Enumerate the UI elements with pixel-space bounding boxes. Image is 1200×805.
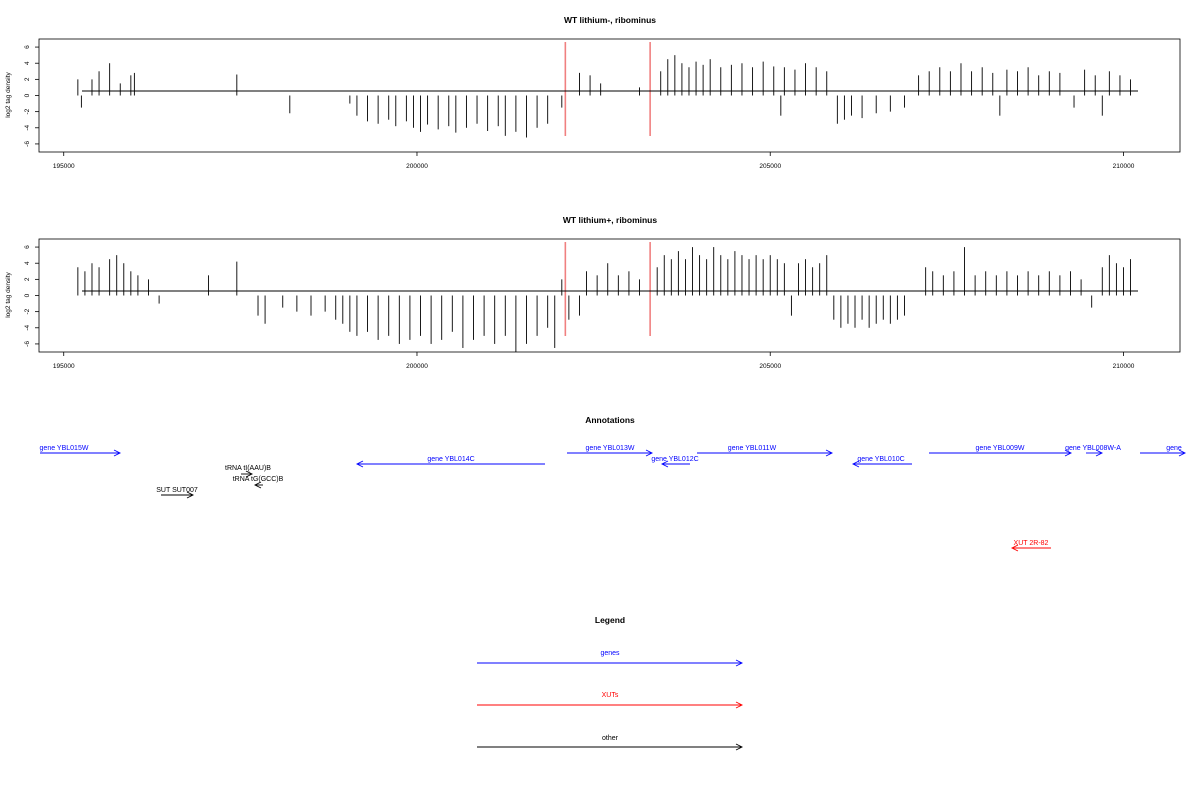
y-tick-label: 2 [24,277,31,281]
legend-label: genes [600,650,620,657]
y-tick-label: -6 [24,141,31,147]
feature-label: XUT 2R-82 [1014,540,1049,547]
annotation-feature: gene YBL009W [929,445,1073,457]
feature-arrowhead [1178,449,1187,457]
legend-arrowhead [735,701,744,709]
y-axis-label: log2 tag density [5,71,12,117]
feature-arrowhead [1064,449,1073,457]
y-tick-label: -2 [24,308,31,314]
x-tick-label: 200000 [406,363,428,370]
legend-label: XUTs [602,692,619,699]
y-tick-label: 6 [24,245,31,249]
y-axis-ticks: -6 -4 -2 0 2 4 6 [24,245,39,347]
plot-frame [38,238,1181,353]
x-tick-label: 195000 [53,163,75,170]
feature-label: SUT SUT007 [156,487,198,494]
y-tick-label: -4 [24,325,31,331]
annotation-feature: XUT 2R-82 [1010,540,1051,552]
annotation-feature: gene YBL014C [355,456,545,468]
y-tick-label: 0 [24,293,31,297]
annotation-feature: tRNA tG(GCC)B [233,476,284,489]
legend-item: XUTs [477,692,744,709]
feature-label: gene [1166,445,1182,452]
feature-label: gene YBL011W [728,445,777,452]
y-axis-ticks: -6 -4 -2 0 2 4 6 [24,45,39,147]
bar-series [77,247,1131,352]
feature-arrowhead [186,491,195,499]
feature-arrowhead [355,460,364,468]
x-axis-ticks: 195000 200000 205000 210000 [53,152,1135,170]
annotation-features: gene YBL015W gene YBL014C gene YBL013W gene… [40,445,1187,552]
annotation-feature: gene [1140,445,1187,457]
legend-arrowhead [735,743,744,751]
feature-label: tRNA tI(AAU)B [225,465,271,472]
feature-label: gene YBL009W [976,445,1025,452]
annotation-feature: gene YBL012C [651,456,699,468]
legend-item: genes [477,650,744,667]
chart-title: WT lithium+, ribominus [563,215,657,225]
y-tick-label: 4 [24,61,31,65]
x-axis-ticks: 195000 200000 205000 210000 [53,352,1135,370]
feature-arrowhead [645,449,654,457]
y-tick-label: -2 [24,108,31,114]
legend-item: other [477,735,744,751]
annotation-feature: gene YBL008W-A [1065,445,1121,457]
legend: Legend genes XUTs other [477,615,744,751]
feature-arrowhead [245,470,254,478]
x-tick-label: 195000 [53,363,75,370]
y-tick-label: 6 [24,45,31,49]
legend-title: Legend [595,615,625,625]
feature-arrowhead [660,460,669,468]
y-tick-label: 4 [24,261,31,265]
feature-arrowhead [851,460,860,468]
annotation-feature: gene YBL011W [697,445,834,457]
annotation-feature: gene YBL010C [851,456,912,468]
feature-label: gene YBL008W-A [1065,445,1121,452]
feature-label: gene YBL014C [427,456,474,463]
x-tick-label: 205000 [759,363,781,370]
feature-label: gene YBL013W [586,445,635,452]
x-tick-label: 205000 [759,163,781,170]
annotation-feature: tRNA tI(AAU)B [225,465,271,478]
feature-label: tRNA tG(GCC)B [233,476,284,483]
feature-label: gene YBL010C [857,456,904,463]
x-tick-label: 200000 [406,163,428,170]
y-tick-label: -6 [24,341,31,347]
annotations-title: Annotations [585,415,635,425]
legend-items: genes XUTs other [477,650,744,751]
feature-arrowhead [825,449,834,457]
marker-lines [564,42,651,136]
feature-arrowhead [1095,449,1104,457]
feature-label: gene YBL015W [40,445,89,452]
y-tick-label: -4 [24,125,31,131]
feature-arrowhead [113,449,122,457]
y-tick-label: 2 [24,77,31,81]
feature-arrowhead [253,481,262,489]
y-axis-label: log2 tag density [5,271,12,317]
bar-series [77,55,1131,138]
feature-label: gene YBL012C [651,456,698,463]
chart-title: WT lithium-, ribominus [564,15,656,25]
chart-panel-lithium-minus: WT lithium-, ribominus log2 tag density … [5,15,1181,170]
annotation-feature: gene YBL015W [40,445,122,457]
feature-arrowhead [1010,544,1019,552]
x-tick-label: 210000 [1113,163,1135,170]
annotation-feature: gene YBL013W [567,445,654,457]
annotation-feature: SUT SUT007 [156,487,198,499]
chart-panel-lithium-plus: WT lithium+, ribominus log2 tag density … [5,215,1181,370]
legend-arrowhead [735,659,744,667]
legend-label: other [602,735,619,742]
y-tick-label: 0 [24,93,31,97]
x-tick-label: 210000 [1113,363,1135,370]
marker-lines [564,242,651,336]
plot-frame [38,38,1181,153]
